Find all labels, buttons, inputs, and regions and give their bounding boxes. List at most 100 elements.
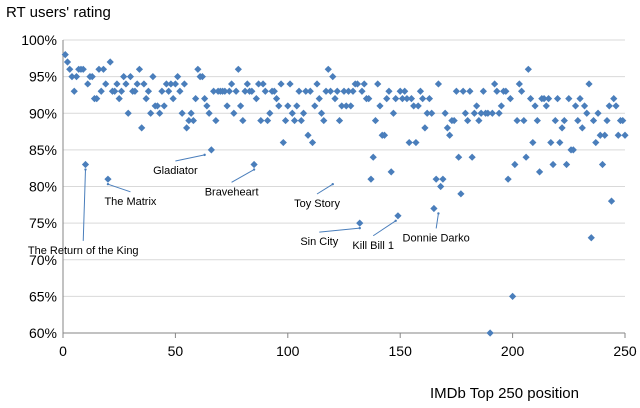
data-point — [437, 182, 445, 191]
data-point — [140, 80, 148, 88]
data-point — [601, 131, 609, 139]
y-tick-label: 60% — [29, 325, 57, 341]
data-point — [466, 87, 474, 95]
data-point — [347, 102, 355, 110]
data-point — [126, 73, 135, 81]
data-point — [535, 168, 544, 176]
data-point — [171, 80, 179, 88]
annotation-arrowhead — [106, 182, 110, 186]
data-point — [475, 116, 483, 125]
data-point — [149, 73, 157, 81]
data-point — [410, 102, 418, 110]
annotation-leader-lines — [82, 153, 440, 241]
data-point — [304, 131, 312, 139]
data-point — [189, 116, 197, 125]
data-point — [147, 109, 155, 117]
data-point — [367, 175, 375, 183]
data-point — [329, 73, 337, 81]
data-point — [594, 109, 602, 117]
y-tick-label: 70% — [29, 252, 57, 268]
data-point — [497, 102, 505, 110]
data-point — [455, 153, 463, 161]
data-point — [598, 160, 607, 169]
data-point — [176, 87, 184, 95]
data-point — [358, 87, 366, 95]
data-point — [66, 65, 74, 73]
data-point — [416, 87, 425, 95]
data-point — [389, 109, 398, 117]
data-point — [228, 80, 236, 88]
data-point — [81, 160, 90, 169]
axes: 60% 65% 70% 75% 80% 85% 90% 95% 100% 0 50 100 150 200… — [21, 32, 637, 359]
x-tick-label: 150 — [389, 343, 413, 359]
data-point — [297, 116, 305, 125]
data-point — [387, 168, 395, 176]
data-point — [484, 109, 492, 117]
data-point — [392, 95, 400, 103]
data-point — [239, 116, 247, 125]
annotation-arrowhead — [252, 168, 256, 171]
data-point — [565, 95, 573, 103]
data-point — [257, 116, 265, 125]
data-point — [612, 102, 620, 110]
y-tick-label: 95% — [29, 69, 57, 85]
data-point — [165, 87, 173, 95]
data-point — [131, 87, 139, 95]
data-point — [344, 87, 353, 95]
annotation-arrowhead — [394, 219, 397, 222]
annotation-arrowhead — [84, 168, 87, 171]
data-point — [331, 95, 339, 103]
data-point — [84, 80, 92, 88]
data-point — [225, 87, 233, 95]
data-point — [603, 116, 611, 125]
data-point — [578, 124, 586, 132]
data-point — [428, 109, 436, 117]
data-point — [621, 131, 629, 139]
data-point — [63, 58, 72, 66]
data-point — [261, 87, 269, 95]
data-point — [423, 109, 431, 117]
y-tick-label: 65% — [29, 288, 57, 304]
data-point — [311, 102, 319, 110]
data-point — [88, 73, 96, 81]
data-point — [138, 124, 146, 132]
data-point — [493, 87, 501, 95]
data-point — [569, 146, 577, 154]
annotation-leader-line — [82, 169, 86, 241]
data-point — [524, 65, 532, 73]
data-point — [619, 116, 627, 125]
data-point — [479, 87, 487, 95]
data-point — [153, 102, 162, 110]
data-point — [576, 95, 584, 103]
data-point — [585, 80, 593, 88]
data-point — [464, 116, 472, 125]
data-point — [272, 95, 281, 103]
annotation-arrowhead — [203, 153, 206, 157]
data-point — [115, 95, 123, 103]
data-point — [425, 95, 434, 103]
data-point — [317, 109, 326, 117]
annotation-label: Gladiator — [153, 165, 198, 177]
data-point — [178, 109, 186, 117]
data-point — [117, 87, 126, 95]
data-point — [221, 87, 229, 95]
data-point — [263, 116, 272, 125]
data-point — [439, 175, 447, 183]
data-point — [72, 73, 81, 81]
data-point — [93, 95, 101, 103]
annotation-label: Toy Story — [294, 198, 340, 210]
data-point — [509, 292, 517, 300]
y-tick-label: 90% — [29, 105, 57, 121]
data-point — [556, 138, 564, 147]
data-point — [315, 95, 323, 103]
data-point — [383, 95, 391, 103]
data-point — [441, 109, 449, 117]
data-point — [526, 95, 535, 103]
data-point — [502, 87, 510, 95]
data-point — [104, 175, 112, 183]
annotation-label: Sin City — [300, 236, 338, 248]
data-point — [587, 234, 595, 242]
data-point — [281, 116, 290, 125]
data-point — [203, 102, 211, 110]
data-point — [320, 116, 328, 125]
